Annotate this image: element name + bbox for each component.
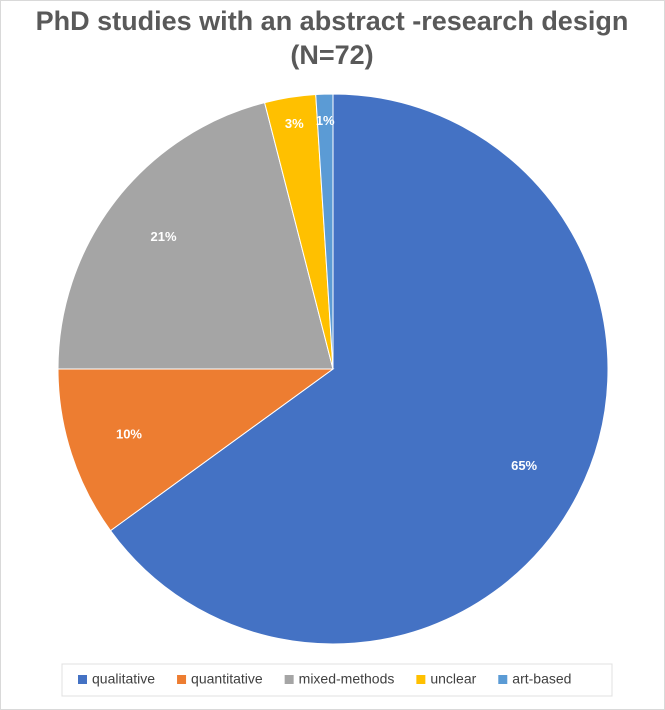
data-label: 10% [116,427,142,442]
legend-swatch [177,675,187,684]
legend-frame [61,663,613,697]
legend-label: art-based [512,671,571,687]
pie-slice [109,93,609,645]
chart-subtitle: (N=72) [290,40,373,70]
pie-slice [57,102,334,370]
chart-title: PhD studies with an abstract -research d… [36,6,629,36]
legend-swatch [498,675,508,684]
legend-swatch [416,675,426,684]
legend-label: mixed-methods [299,671,395,687]
legend-label: quantitative [191,671,263,687]
legend-swatch [284,675,294,684]
pie-slice [57,368,335,532]
data-label: 21% [150,229,176,244]
legend-label: qualitative [92,671,155,687]
data-label: 3% [285,116,304,131]
data-label: 1% [316,113,335,128]
pie-slice [315,93,334,370]
legend-label: unclear [430,671,476,687]
legend-swatch [78,675,87,684]
data-label: 65% [511,458,537,473]
